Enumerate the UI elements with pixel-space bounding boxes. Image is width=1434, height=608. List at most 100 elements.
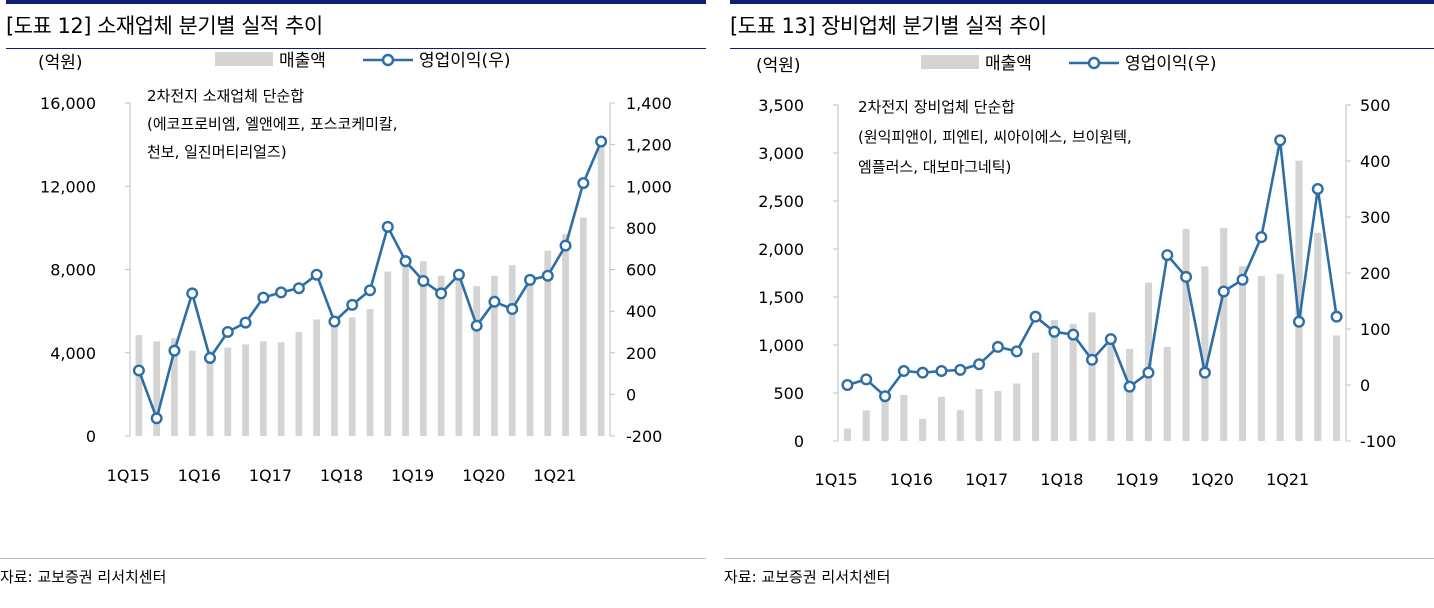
right-tick-label: 300 xyxy=(1360,208,1391,227)
legend-label-operating-profit: 영업이익(우) xyxy=(419,51,510,71)
source-note: 자료: 교보증권 리서치센터 xyxy=(0,568,167,586)
left-tick-label: 12,000 xyxy=(40,177,96,196)
profit-point-2Q18 xyxy=(1086,353,1099,366)
profit-point-3Q15 xyxy=(879,390,892,403)
bar-4Q20 xyxy=(544,250,552,436)
bar-3Q19 xyxy=(455,279,463,436)
profit-point-2Q20 xyxy=(506,303,519,316)
note-line: 엠플러스, 대보마그네틱) xyxy=(858,158,1011,176)
bar-3Q18 xyxy=(1107,335,1115,441)
legend-label-operating-profit: 영업이익(우) xyxy=(1125,54,1216,74)
legend-label-revenue: 매출액 xyxy=(279,51,326,71)
chart-materials: (억원) 매출액 영업이익(우) 16,000 12,000 8,000 4,000 0 1,4… xyxy=(38,51,672,485)
bar-4Q17 xyxy=(331,323,338,436)
bar-3Q16 xyxy=(956,410,964,441)
bar-4Q18 xyxy=(1126,348,1134,441)
profit-point-1Q18 xyxy=(1067,328,1080,341)
right-tick-label: 400 xyxy=(1360,152,1391,171)
profit-point-3Q16 xyxy=(954,363,967,376)
title-top-bar xyxy=(6,0,706,4)
profit-point-4Q17 xyxy=(1048,325,1061,338)
profit-point-1Q20 xyxy=(488,295,501,308)
profit-point-4Q16 xyxy=(973,358,986,371)
bar-4Q20 xyxy=(1276,273,1284,441)
profit-point-2Q21 xyxy=(577,177,590,190)
bar-2Q19 xyxy=(1163,346,1171,441)
legend: 매출액 영업이익(우) xyxy=(921,54,1216,74)
profit-point-4Q16 xyxy=(257,291,270,304)
left-tick-label: 0 xyxy=(86,427,96,446)
bar-3Q15 xyxy=(171,338,178,436)
profit-point-4Q18 xyxy=(399,255,412,268)
profit-point-4Q15 xyxy=(186,287,199,300)
profit-point-2Q21 xyxy=(1311,182,1324,195)
bar-4Q15 xyxy=(188,350,196,436)
left-tick-label: 3,000 xyxy=(758,144,804,163)
legend-marker-swatch xyxy=(381,53,395,67)
bar-2Q17 xyxy=(295,331,303,436)
x-tick-label: 1Q17 xyxy=(965,470,1008,489)
right-tick-label: 1,200 xyxy=(626,136,672,155)
profit-point-3Q21 xyxy=(1330,310,1343,323)
chart-title: [도표 13] 장비업체 분기별 실적 추이 xyxy=(730,14,1047,38)
legend-bar-swatch xyxy=(215,52,273,66)
left-tick-label: 1,500 xyxy=(758,288,804,307)
legend-bar-swatch xyxy=(921,55,979,69)
bar-4Q17 xyxy=(1050,320,1058,441)
x-tick-label: 1Q16 xyxy=(178,466,221,485)
profit-point-2Q18 xyxy=(364,284,377,297)
x-tick-label: 1Q18 xyxy=(320,466,363,485)
right-tick-label: 0 xyxy=(1360,376,1370,395)
bar-1Q18 xyxy=(348,317,356,436)
x-tick-label: 1Q15 xyxy=(815,470,858,489)
title-underline xyxy=(730,48,1434,49)
profit-point-4Q20 xyxy=(1274,134,1287,147)
right-tick-label: 400 xyxy=(626,302,657,321)
bar-3Q20 xyxy=(526,277,534,436)
source-note: 자료: 교보증권 리서치센터 xyxy=(724,568,891,586)
chart-equipment: (억원) 매출액 영업이익(우) 3,500 3,000 2,500 2,000 1,500 1… xyxy=(756,54,1396,489)
x-tick-label: 1Q17 xyxy=(249,466,292,485)
bar-2Q19 xyxy=(437,275,445,436)
profit-point-1Q19 xyxy=(417,274,430,287)
profit-point-1Q15 xyxy=(841,379,854,392)
note-line: 2차전지 소재업체 단순합 xyxy=(147,87,304,105)
right-tick-label: 1,400 xyxy=(626,94,672,113)
profit-point-1Q21 xyxy=(559,239,572,252)
x-tick-label: 1Q21 xyxy=(533,466,576,485)
chart-panel-materials: [도표 12] 소재업체 분기별 실적 추이 (억원) 매출액 영업이익(우) 16,… xyxy=(0,0,706,608)
bar-2Q16 xyxy=(224,347,232,436)
left-tick-label: 4,000 xyxy=(50,344,96,363)
source-divider xyxy=(724,558,1434,559)
chart-title: [도표 12] 소재업체 분기별 실적 추이 xyxy=(6,14,323,38)
right-tick-label: 100 xyxy=(1360,320,1391,339)
x-tick-label: 1Q20 xyxy=(462,466,505,485)
bar-2Q21 xyxy=(1314,232,1322,441)
profit-point-2Q19 xyxy=(435,287,448,300)
title-underline xyxy=(6,48,706,49)
right-tick-label: 600 xyxy=(626,261,657,280)
bar-2Q18 xyxy=(366,309,374,436)
left-tick-label: 1,000 xyxy=(758,336,804,355)
bar-3Q18 xyxy=(384,271,392,436)
bar-1Q20 xyxy=(491,275,498,436)
bar-2Q18 xyxy=(1088,312,1096,441)
bar-1Q21 xyxy=(562,234,569,436)
profit-point-2Q17 xyxy=(292,282,305,295)
x-tick-label: 1Q21 xyxy=(1266,470,1309,489)
profit-point-4Q19 xyxy=(470,319,483,332)
right-tick-label: -200 xyxy=(626,427,662,446)
bar-4Q19 xyxy=(1201,266,1209,441)
profit-point-4Q19 xyxy=(1198,366,1211,379)
profit-point-3Q15 xyxy=(168,344,181,357)
bar-1Q19 xyxy=(419,261,427,436)
source-divider xyxy=(0,558,706,559)
bar-4Q16 xyxy=(975,389,983,441)
bar-1Q17 xyxy=(994,391,1002,441)
bar-3Q19 xyxy=(1182,228,1190,441)
profit-point-1Q15 xyxy=(132,364,145,377)
profit-point-3Q18 xyxy=(381,220,394,233)
note-line: (원익피앤이, 피엔티, 씨아이에스, 브이원텍, xyxy=(858,128,1132,146)
profit-point-2Q16 xyxy=(221,325,234,338)
profit-point-1Q16 xyxy=(203,351,216,364)
